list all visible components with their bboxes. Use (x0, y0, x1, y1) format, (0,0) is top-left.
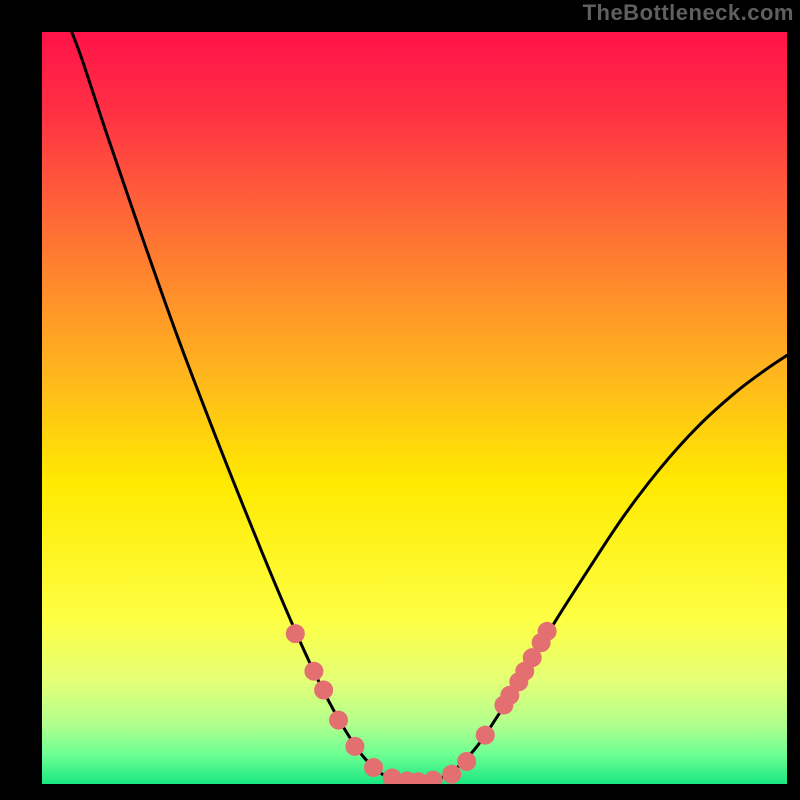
data-marker (458, 752, 476, 770)
gradient-background (42, 32, 787, 784)
bottleneck-chart (42, 32, 787, 784)
data-marker (424, 771, 442, 784)
data-marker (538, 622, 556, 640)
data-marker (346, 737, 364, 755)
data-marker (305, 662, 323, 680)
data-marker (443, 765, 461, 783)
watermark-text: TheBottleneck.com (583, 0, 794, 26)
data-marker (315, 681, 333, 699)
stage: TheBottleneck.com (0, 0, 800, 800)
data-marker (365, 758, 383, 776)
data-marker (476, 726, 494, 744)
data-marker (330, 711, 348, 729)
data-marker (286, 625, 304, 643)
